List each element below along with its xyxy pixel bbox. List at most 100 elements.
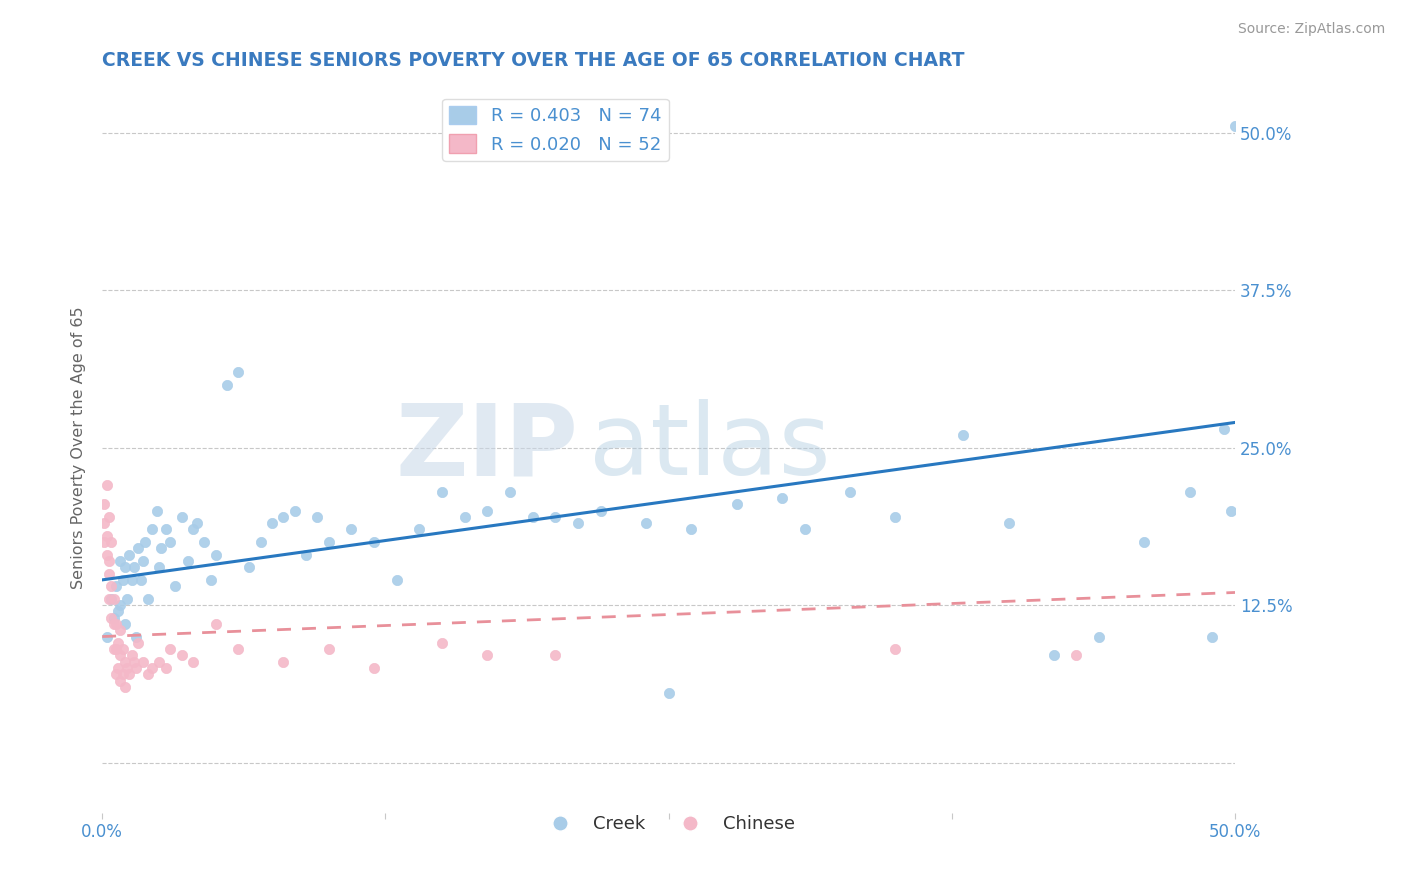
Point	[522, 509, 544, 524]
Text: atlas: atlas	[589, 399, 831, 496]
Point	[111, 573, 134, 587]
Point	[98, 509, 121, 524]
Point	[104, 642, 127, 657]
Point	[127, 541, 149, 556]
Point	[997, 516, 1019, 531]
Point	[103, 591, 125, 606]
Point	[141, 661, 163, 675]
Point	[170, 509, 193, 524]
Point	[118, 667, 141, 681]
Point	[658, 686, 681, 700]
Point	[408, 523, 430, 537]
Point	[93, 497, 115, 511]
Point	[307, 509, 329, 524]
Point	[100, 610, 122, 624]
Point	[114, 560, 136, 574]
Point	[284, 503, 307, 517]
Point	[122, 655, 145, 669]
Point	[98, 566, 121, 581]
Point	[295, 548, 318, 562]
Point	[103, 642, 125, 657]
Point	[114, 655, 136, 669]
Point	[136, 667, 159, 681]
Point	[1212, 422, 1234, 436]
Point	[93, 516, 115, 531]
Point	[793, 523, 815, 537]
Point	[110, 554, 132, 568]
Point	[567, 516, 589, 531]
Point	[1088, 630, 1111, 644]
Point	[110, 624, 132, 638]
Point	[589, 503, 612, 517]
Point	[318, 535, 340, 549]
Point	[125, 661, 148, 675]
Point	[132, 554, 155, 568]
Point	[107, 604, 129, 618]
Point	[96, 630, 118, 644]
Point	[318, 642, 340, 657]
Point	[226, 642, 249, 657]
Point	[204, 548, 226, 562]
Point	[111, 667, 134, 681]
Point	[634, 516, 657, 531]
Point	[1223, 120, 1246, 134]
Point	[1219, 503, 1241, 517]
Point	[104, 579, 127, 593]
Legend: Creek, Chinese: Creek, Chinese	[536, 808, 801, 840]
Point	[114, 680, 136, 694]
Point	[122, 560, 145, 574]
Point	[148, 655, 170, 669]
Point	[134, 535, 156, 549]
Point	[1201, 630, 1223, 644]
Point	[110, 648, 132, 663]
Point	[115, 661, 138, 675]
Point	[1066, 648, 1088, 663]
Point	[170, 648, 193, 663]
Point	[186, 516, 208, 531]
Point	[363, 661, 385, 675]
Point	[107, 636, 129, 650]
Point	[181, 655, 204, 669]
Point	[200, 573, 222, 587]
Text: CREEK VS CHINESE SENIORS POVERTY OVER THE AGE OF 65 CORRELATION CHART: CREEK VS CHINESE SENIORS POVERTY OVER TH…	[103, 51, 965, 70]
Point	[148, 560, 170, 574]
Point	[121, 573, 143, 587]
Point	[96, 478, 118, 492]
Point	[454, 509, 477, 524]
Point	[725, 497, 748, 511]
Point	[159, 642, 181, 657]
Point	[544, 509, 567, 524]
Point	[1133, 535, 1156, 549]
Point	[273, 655, 295, 669]
Point	[250, 535, 273, 549]
Point	[136, 591, 159, 606]
Point	[499, 484, 522, 499]
Point	[100, 579, 122, 593]
Point	[952, 428, 974, 442]
Point	[770, 491, 793, 505]
Point	[93, 535, 115, 549]
Point	[163, 579, 186, 593]
Point	[1178, 484, 1201, 499]
Point	[340, 523, 363, 537]
Point	[104, 667, 127, 681]
Point	[141, 523, 163, 537]
Point	[385, 573, 408, 587]
Text: Source: ZipAtlas.com: Source: ZipAtlas.com	[1237, 22, 1385, 37]
Point	[273, 509, 295, 524]
Point	[129, 573, 152, 587]
Point	[98, 591, 121, 606]
Point	[181, 523, 204, 537]
Point	[145, 503, 167, 517]
Point	[103, 610, 125, 624]
Point	[155, 661, 177, 675]
Point	[111, 642, 134, 657]
Point	[1043, 648, 1066, 663]
Point	[477, 503, 499, 517]
Point	[114, 617, 136, 632]
Point	[177, 554, 200, 568]
Point	[96, 548, 118, 562]
Point	[100, 535, 122, 549]
Point	[107, 661, 129, 675]
Point	[204, 617, 226, 632]
